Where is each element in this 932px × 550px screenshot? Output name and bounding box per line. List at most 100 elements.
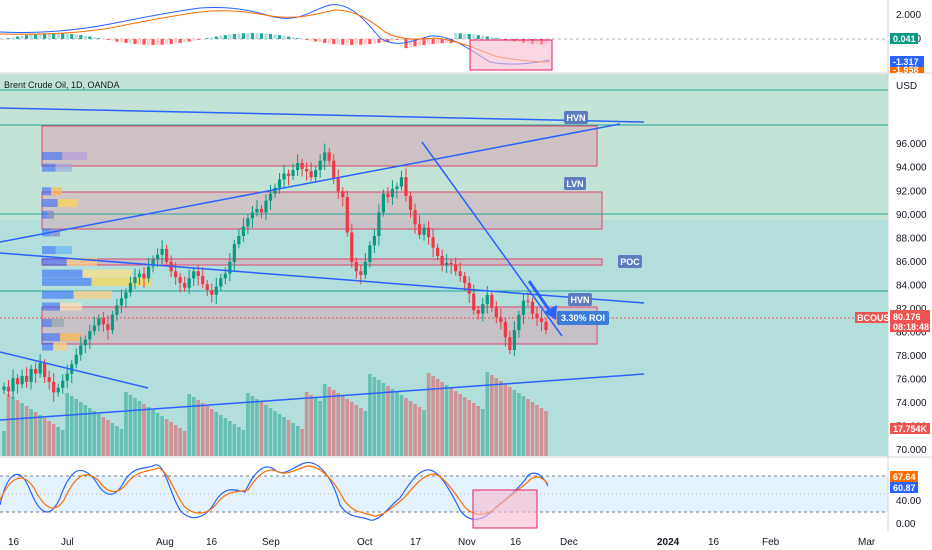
- volume-bar: [42, 418, 47, 456]
- candle-body: [508, 337, 512, 351]
- macd-bar: [359, 39, 363, 45]
- trend-line-falling: [0, 252, 645, 304]
- last-price-tag: 80.176 08:18:48: [890, 310, 930, 332]
- macd-bar: [210, 37, 214, 39]
- macd-bar: [458, 33, 462, 39]
- macd-signal-line: [0, 9, 551, 63]
- profile-bar-left: [42, 151, 63, 160]
- volume-bar: [499, 381, 503, 456]
- time-tick-label: 16: [708, 537, 720, 548]
- volume-bar: [521, 396, 526, 456]
- macd-bar: [467, 33, 471, 39]
- profile-bar-left: [42, 163, 56, 172]
- candle-body: [196, 271, 200, 276]
- volume-bar: [422, 410, 426, 456]
- macd-bar: [79, 35, 83, 39]
- trend-line-rising: [0, 123, 621, 243]
- volume-bar: [304, 392, 309, 456]
- candle-body: [431, 237, 435, 248]
- lvn-zone: [41, 191, 603, 230]
- trend-lines: [0, 107, 645, 421]
- macd-bar: [146, 39, 151, 45]
- candle-body: [336, 178, 340, 192]
- candle-body: [408, 195, 413, 211]
- svg-text:67.64: 67.64: [893, 472, 916, 482]
- stoch-tag-2: 60.87: [890, 482, 918, 493]
- svg-text:80.176: 80.176: [893, 312, 921, 322]
- macd-bar: [192, 39, 196, 41]
- time-tick-label: 16: [510, 537, 522, 548]
- tag-hvn-bottom: HVN: [568, 293, 592, 306]
- volume-bar: [255, 399, 259, 456]
- macd-bar: [155, 39, 160, 45]
- volume-bar: [97, 414, 101, 456]
- volume-profile: [42, 151, 152, 351]
- volume-bar: [78, 402, 83, 456]
- volume-bar: [453, 391, 458, 456]
- candle-body: [183, 283, 187, 288]
- candle-body: [458, 271, 462, 276]
- candle-body: [323, 152, 327, 161]
- candle-body: [277, 179, 282, 188]
- volume-bar: [386, 386, 390, 456]
- candle-body: [155, 254, 160, 260]
- candle-body: [517, 314, 521, 331]
- price-tick-label: 78.000: [896, 351, 927, 362]
- volume-bar: [277, 414, 282, 456]
- macd-bar: [52, 33, 56, 39]
- macd-bar: [445, 39, 449, 44]
- candle-body: [241, 226, 245, 236]
- stoch-d-line: [0, 465, 549, 517]
- volume-bar: [268, 408, 273, 456]
- svg-text:08:18:48: 08:18:48: [893, 322, 929, 332]
- volume-bar: [200, 403, 205, 456]
- profile-bar-left: [42, 210, 48, 219]
- volume-bar: [462, 397, 467, 456]
- profile-bar-right: [73, 290, 112, 299]
- volume-bar: [485, 372, 490, 456]
- volume-bar: [15, 400, 20, 456]
- macd-bar: [377, 39, 381, 43]
- candle-body: [56, 387, 60, 393]
- candle-body: [110, 314, 114, 331]
- candle-body: [440, 255, 444, 266]
- volume-bar: [517, 393, 521, 456]
- volume-bar: [286, 420, 291, 456]
- macd-bar: [237, 33, 241, 39]
- profile-bar-right: [53, 342, 67, 351]
- time-tick-label: 16: [8, 537, 20, 548]
- macd-bar: [74, 34, 78, 39]
- macd-bar: [440, 39, 444, 44]
- candle-body: [174, 271, 178, 278]
- trend-line-volume: [0, 373, 645, 421]
- profile-bar-left: [42, 199, 58, 208]
- svg-text:-1.958: -1.958: [893, 65, 919, 75]
- macd-bar: [115, 39, 119, 42]
- volume-bar: [83, 405, 88, 456]
- candle-body: [65, 373, 69, 381]
- time-tick-label: Aug: [156, 537, 174, 548]
- macd-tick-label: 2.000: [896, 10, 921, 21]
- macd-bar: [255, 33, 259, 39]
- candle-body: [43, 363, 47, 378]
- volume-bar: [313, 398, 318, 456]
- macd-bar: [314, 39, 318, 42]
- candle-body: [88, 331, 92, 340]
- volume-bar: [408, 401, 413, 456]
- volume-bar: [250, 396, 255, 456]
- candle-body: [178, 277, 182, 284]
- volume-bar: [449, 388, 453, 456]
- volume-bar: [431, 376, 435, 456]
- volume-bar: [155, 413, 160, 456]
- volume-bar: [60, 430, 65, 456]
- macd-bar: [142, 39, 146, 45]
- macd-bar: [223, 35, 227, 39]
- volume-bar: [291, 423, 295, 456]
- candle-body: [228, 261, 232, 274]
- candle-body: [309, 171, 313, 178]
- candle-body: [494, 307, 498, 318]
- candle-body: [237, 235, 241, 245]
- volume-bar: [530, 402, 535, 456]
- candle-body: [101, 318, 105, 325]
